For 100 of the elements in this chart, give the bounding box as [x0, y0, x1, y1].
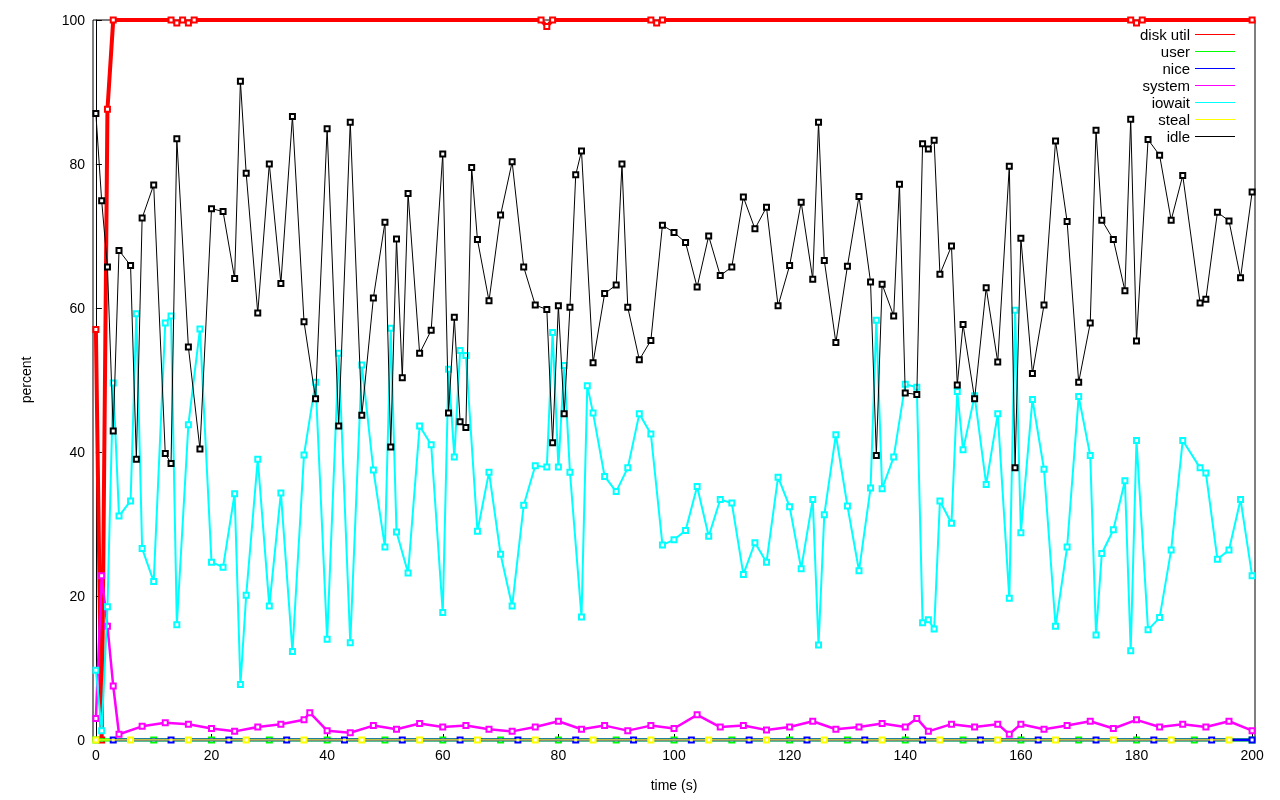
point [115, 730, 123, 738]
point [878, 719, 886, 727]
point [1109, 736, 1117, 744]
legend-label: idle [1166, 128, 1190, 145]
point [103, 105, 111, 113]
point [537, 16, 545, 24]
point [670, 724, 678, 732]
point [439, 723, 447, 731]
point [1167, 736, 1175, 744]
y-tick-label: 60 [69, 300, 86, 316]
point [739, 722, 747, 730]
point [179, 16, 187, 24]
legend-label: nice [1162, 60, 1190, 77]
point [1225, 736, 1233, 744]
x-tick-label: 80 [550, 747, 567, 763]
y-tick-label: 20 [69, 588, 86, 604]
point [549, 16, 557, 24]
point [1179, 720, 1187, 728]
x-axis-title: time (s) [650, 777, 698, 793]
point [173, 19, 181, 27]
point [705, 736, 713, 744]
point [647, 736, 655, 744]
point [98, 572, 106, 580]
y-tick-label: 40 [69, 444, 86, 460]
point [161, 719, 169, 727]
point [208, 724, 216, 732]
point [855, 723, 863, 731]
point [231, 727, 239, 735]
point [820, 736, 828, 744]
point [306, 709, 314, 717]
point [462, 722, 470, 730]
point [693, 711, 701, 719]
point [1109, 724, 1117, 732]
point [1248, 16, 1256, 24]
point [554, 717, 562, 725]
point [901, 723, 909, 731]
point [653, 19, 661, 27]
point [300, 736, 308, 744]
x-tick-label: 140 [893, 747, 918, 763]
point [878, 736, 886, 744]
point [508, 727, 516, 735]
point [647, 722, 655, 730]
point [1005, 730, 1013, 738]
legend-label: user [1160, 43, 1190, 60]
point [416, 719, 424, 727]
point [1138, 16, 1146, 24]
point [1225, 717, 1233, 725]
point [127, 736, 135, 744]
point [300, 716, 308, 724]
point [543, 22, 551, 30]
legend-label: steal [1158, 111, 1190, 128]
x-tick-label: 60 [434, 747, 451, 763]
y-tick-label: 80 [69, 156, 86, 172]
point [531, 723, 539, 731]
x-tick-label: 20 [203, 747, 220, 763]
point [913, 714, 921, 722]
point [578, 725, 585, 733]
y-tick-label: 100 [61, 12, 86, 28]
x-tick-label: 100 [662, 747, 686, 763]
point [190, 16, 198, 24]
point [658, 16, 666, 24]
x-tick-label: 180 [1124, 747, 1149, 763]
point [369, 722, 377, 730]
point [393, 725, 401, 733]
point [971, 723, 979, 731]
point [716, 723, 724, 731]
point [936, 736, 944, 744]
point [92, 714, 100, 722]
point [1202, 723, 1210, 731]
point [531, 736, 539, 744]
point [1127, 16, 1135, 24]
point [994, 736, 1002, 744]
point [589, 736, 597, 744]
point [994, 720, 1002, 728]
point [346, 729, 354, 737]
point [1063, 722, 1071, 730]
point [763, 736, 770, 744]
x-tick-label: 40 [319, 747, 336, 763]
point [1132, 716, 1140, 724]
point [323, 727, 331, 735]
point [924, 727, 932, 735]
point [786, 723, 794, 731]
point [809, 717, 817, 725]
y-tick-label: 0 [77, 732, 86, 748]
point [485, 725, 493, 733]
point [277, 720, 285, 728]
point [109, 16, 117, 24]
point [242, 736, 250, 744]
point [647, 16, 655, 24]
x-tick-label: 0 [91, 747, 100, 763]
point [1248, 727, 1256, 735]
y-axis-title: percent [18, 356, 34, 404]
point [1040, 725, 1048, 733]
point [184, 736, 192, 744]
point [1052, 736, 1060, 744]
point [473, 736, 481, 744]
point [832, 725, 840, 733]
point [763, 726, 770, 734]
point [601, 722, 609, 730]
point [358, 736, 366, 744]
